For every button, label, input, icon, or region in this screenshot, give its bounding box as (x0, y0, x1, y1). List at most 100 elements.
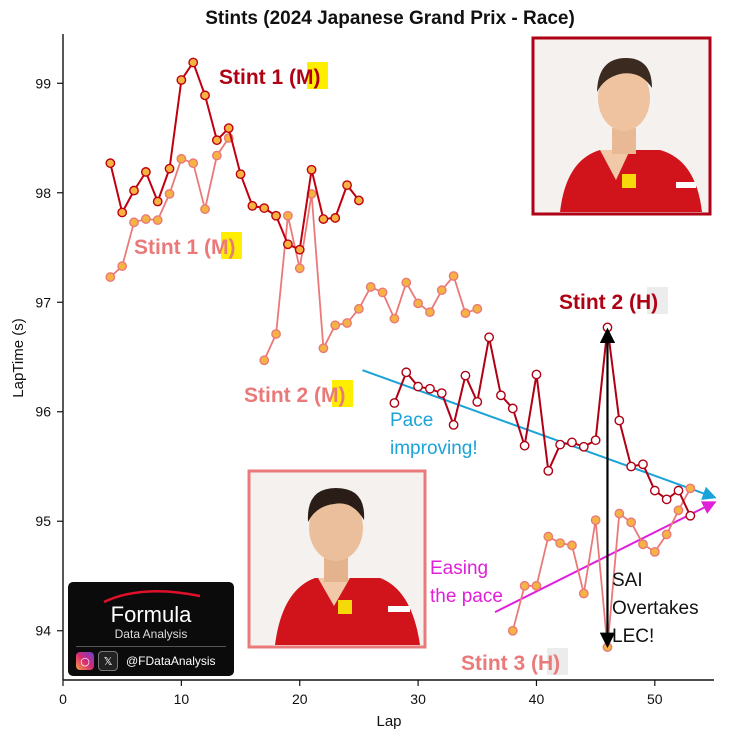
data-point (259, 355, 270, 366)
stint-label-sai-3: Stint 3 (H) (461, 648, 568, 675)
data-point (211, 135, 222, 146)
data-point (282, 210, 293, 221)
data-point (578, 441, 589, 452)
x-tick-label: 0 (59, 691, 67, 707)
x-icon[interactable]: 𝕏 (98, 651, 118, 671)
data-point (460, 308, 471, 319)
stint-label-sai-2: Stint 2 (M) (244, 380, 353, 407)
data-point (685, 510, 696, 521)
logo-swoosh-icon (103, 589, 201, 604)
data-point (247, 201, 258, 211)
data-point (413, 381, 423, 392)
data-point (117, 261, 128, 272)
data-point (661, 494, 672, 505)
data-point (294, 244, 305, 255)
data-point (567, 437, 577, 448)
instagram-icon[interactable]: ○ (76, 652, 94, 670)
data-point (555, 538, 566, 549)
series-lec-stint-2 (389, 322, 696, 521)
data-point (685, 483, 696, 494)
data-point (567, 540, 577, 551)
x-tick-label: 20 (292, 691, 308, 707)
data-point (342, 318, 352, 328)
data-point (614, 415, 625, 426)
logo-divider (76, 646, 226, 647)
data-point (117, 207, 128, 218)
series-sai-stint-1 (105, 133, 234, 282)
data-point (661, 529, 672, 540)
data-point (614, 508, 625, 519)
data-point (294, 263, 305, 274)
data-point (377, 287, 388, 298)
data-point (211, 150, 222, 161)
y-tick-label: 95 (35, 513, 51, 529)
data-point (638, 459, 648, 470)
series-line (393, 327, 692, 517)
data-point (152, 215, 163, 226)
data-point (555, 439, 566, 450)
x-axis-label: Lap (376, 713, 401, 730)
data-point (626, 517, 637, 528)
data-point (602, 322, 613, 333)
compound-badge-medium (221, 232, 242, 259)
compound-badge-medium (307, 62, 328, 89)
data-point (389, 398, 400, 408)
series-line (109, 60, 360, 252)
logo-social-row: ○ 𝕏 @FDataAnalysis (76, 651, 216, 671)
series-line (263, 193, 478, 361)
data-point (472, 396, 483, 407)
logo-subtitle: Data Analysis (114, 627, 188, 641)
data-point (164, 163, 175, 174)
y-tick-label: 98 (35, 185, 51, 201)
data-point (519, 580, 530, 591)
series-lec-stint-1 (105, 57, 364, 255)
series-line (511, 487, 692, 648)
data-point (105, 272, 116, 282)
data-point (200, 90, 210, 101)
data-point (649, 546, 660, 557)
sainz-photo (247, 469, 427, 649)
data-point (365, 282, 376, 292)
trend-easing (494, 501, 717, 614)
data-point (271, 329, 281, 339)
data-point (140, 167, 151, 177)
x-tick-label: 50 (647, 691, 663, 707)
data-point (543, 465, 554, 476)
data-point (342, 180, 352, 190)
social-handle[interactable]: @FDataAnalysis (126, 654, 216, 668)
compound-badge-hard (647, 287, 668, 314)
series-sai-stint-2 (259, 188, 483, 366)
data-point (176, 153, 187, 164)
data-point (543, 531, 554, 542)
svg-text:Stint 2 (H): Stint 2 (H) (559, 291, 658, 314)
data-point (188, 158, 199, 169)
data-point (425, 307, 435, 318)
data-point (436, 285, 447, 296)
data-point (401, 277, 412, 288)
data-point (318, 343, 329, 354)
compound-badge-hard (547, 648, 568, 675)
data-point (129, 185, 139, 196)
y-tick-label: 99 (35, 75, 51, 91)
svg-text:Stint 1 (M): Stint 1 (M) (219, 66, 321, 89)
data-point (188, 57, 199, 68)
data-point (354, 195, 364, 206)
data-point (673, 485, 684, 496)
data-point (496, 390, 506, 401)
data-point (448, 271, 459, 281)
data-point (259, 203, 270, 213)
data-point (484, 332, 495, 343)
x-tick-label: 40 (529, 691, 545, 707)
stint-label-lec-1: Stint 1 (M) (219, 62, 328, 89)
data-point (176, 75, 187, 85)
stint-label-lec-2: Stint 2 (H) (559, 287, 668, 314)
stint-label-sai-1: Stint 1 (M) (134, 232, 242, 259)
annotation-overtake: SAI Overtakes LEC! (612, 570, 704, 647)
series-group (105, 57, 696, 653)
data-point (638, 539, 648, 550)
series-sai-stint-3 (507, 483, 696, 653)
data-point (673, 505, 684, 516)
annotation-pace-improving: Pace improving! (390, 410, 478, 459)
data-point (531, 580, 542, 591)
